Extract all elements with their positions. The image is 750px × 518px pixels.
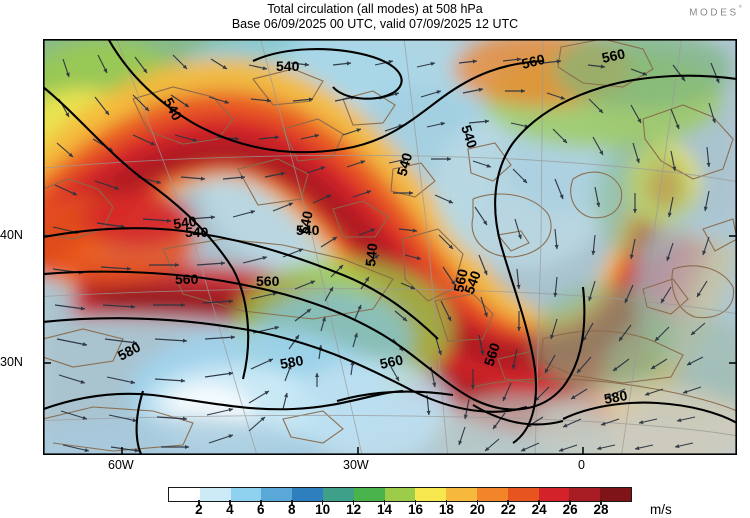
colorbar-tick-label: 18 [438, 502, 454, 517]
svg-text:560: 560 [378, 351, 404, 372]
colorbar-ticks [168, 500, 632, 516]
colorbar-tick-label: 6 [257, 502, 265, 517]
graticule [43, 39, 737, 455]
colorbar-tick [538, 500, 540, 505]
colorbar-swatch [569, 488, 601, 501]
contour-labels: 540 540 540 540 540 540 540 540 540 540 … [115, 45, 629, 407]
colorbar-swatch [538, 488, 570, 501]
svg-text:540: 540 [172, 213, 198, 232]
colorbar-tick-label: 20 [469, 502, 485, 517]
colorbar-swatch [292, 488, 323, 501]
x-tick-label-30w: 30W [343, 458, 369, 472]
weather-map-plot: 540 540 540 540 540 540 540 540 540 540 … [43, 39, 737, 455]
svg-text:540: 540 [458, 123, 481, 150]
colorbar-tick [290, 500, 293, 505]
svg-text:560: 560 [256, 273, 280, 289]
svg-text:580: 580 [603, 387, 629, 407]
colorbar-tick [414, 500, 417, 505]
colorbar-swatch [507, 488, 539, 501]
x-tick-label-0: 0 [578, 458, 585, 472]
title-line-2: Base 06/09/2025 00 UTC, valid 07/09/2025… [231, 16, 519, 31]
colorbar-swatch [322, 488, 354, 501]
colorbar-tick [260, 500, 262, 505]
modes-logo: MODES° [689, 4, 742, 18]
brand-mark: ° [738, 4, 742, 13]
colorbar-swatch [600, 488, 631, 501]
colorbar-unit-label: m/s [650, 502, 672, 517]
colorbar-tick-label: 28 [593, 502, 609, 517]
colorbar-swatch [446, 488, 477, 501]
colorbar-tick [569, 500, 571, 505]
x-tick-label-60w: 60W [108, 458, 134, 472]
colorbar-tick-label: 12 [346, 502, 362, 517]
colorbar-tick-label: 14 [377, 502, 393, 517]
chart-title: Total circulation (all modes) at 508 hPa… [0, 0, 750, 31]
colorbar-tick [198, 500, 200, 505]
svg-text:560: 560 [175, 271, 199, 287]
y-tick-label-30n: 30N [0, 355, 23, 369]
svg-text:540: 540 [362, 242, 380, 267]
svg-text:540: 540 [394, 151, 416, 178]
svg-text:540: 540 [185, 224, 209, 240]
svg-text:540: 540 [461, 268, 484, 296]
svg-text:560: 560 [481, 341, 504, 368]
colorbar-swatch [199, 488, 231, 501]
colorbar-tick [383, 500, 386, 505]
colorbar-swatch [384, 488, 416, 501]
svg-text:540: 540 [295, 209, 316, 235]
colorbar-tick-label: 22 [500, 502, 516, 517]
colorbar-swatch [476, 488, 508, 501]
brand-name: MODES [689, 7, 739, 19]
colorbar-tick [445, 500, 448, 505]
title-line-1: Total circulation (all modes) at 508 hPa [267, 2, 483, 16]
colorbar-tick [600, 500, 602, 505]
colorbar-tick-label: 8 [287, 502, 296, 517]
colorbar-tick-labels: 2 4 6 8 10 12 14 16 18 20 22 24 26 28 [0, 502, 750, 518]
svg-text:560: 560 [520, 51, 547, 72]
height-contours [43, 39, 737, 455]
svg-text:540: 540 [296, 222, 320, 238]
colorbar-tick [229, 500, 231, 505]
colorbar-swatch [353, 488, 385, 501]
colorbar [168, 487, 632, 502]
colorbar-swatch [415, 488, 447, 501]
colorbar-tick-label: 10 [315, 502, 331, 517]
svg-text:540: 540 [276, 58, 300, 74]
y-tick-label-40n: 40N [0, 228, 23, 242]
colorbar-tick-label: 26 [562, 502, 578, 517]
colorbar-swatch [169, 488, 200, 501]
svg-text:560: 560 [450, 267, 471, 293]
colorbar-tick [507, 500, 510, 505]
colorbar-tick [321, 500, 324, 505]
svg-text:580: 580 [279, 352, 305, 372]
colorbar-tick-label: 4 [226, 502, 234, 517]
colorbar-tick [476, 500, 479, 505]
colorbar-swatches [168, 487, 632, 502]
colorbar-tick-label: 2 [195, 502, 203, 517]
colorbar-tick-label: 24 [531, 502, 547, 517]
svg-text:560: 560 [600, 45, 626, 66]
wind-vectors [52, 54, 720, 453]
colorbar-swatch [230, 488, 262, 501]
colorbar-swatch [261, 488, 293, 501]
colorbar-tick [352, 500, 355, 505]
colorbar-tick-label: 16 [407, 502, 423, 517]
